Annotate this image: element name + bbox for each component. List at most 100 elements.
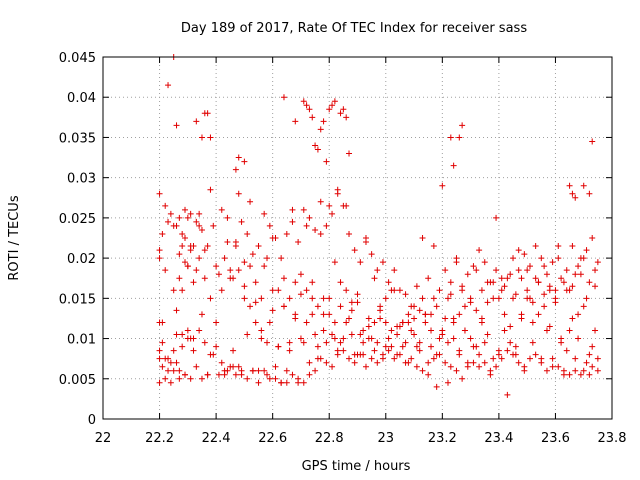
data-points — [156, 54, 601, 398]
data-point — [555, 363, 562, 370]
data-point — [560, 279, 567, 286]
data-point — [532, 275, 539, 282]
data-point — [476, 247, 483, 254]
data-point — [374, 267, 381, 274]
data-point — [323, 222, 330, 229]
data-point — [300, 379, 307, 386]
data-point — [306, 371, 313, 378]
data-point — [283, 230, 290, 237]
data-point — [569, 243, 576, 250]
data-point — [264, 255, 271, 262]
y-tick-label: 0 — [88, 413, 96, 428]
data-point — [425, 371, 432, 378]
data-point — [351, 359, 358, 366]
data-point — [405, 311, 412, 318]
data-point — [422, 319, 429, 326]
data-point — [303, 222, 310, 229]
data-point — [348, 299, 355, 306]
data-point — [261, 263, 268, 270]
data-point — [444, 295, 451, 302]
y-tick-label: 0.04 — [67, 91, 96, 106]
data-point — [377, 303, 384, 310]
data-point — [518, 275, 525, 282]
data-point — [283, 367, 290, 374]
data-point — [569, 283, 576, 290]
data-point — [493, 363, 500, 370]
data-point — [286, 295, 293, 302]
data-point — [428, 343, 435, 350]
data-point — [529, 319, 536, 326]
data-point — [428, 327, 435, 334]
data-point — [589, 363, 596, 370]
data-point — [312, 226, 319, 233]
data-point — [329, 102, 336, 109]
data-point — [187, 247, 194, 254]
data-point — [165, 82, 172, 89]
data-point — [504, 347, 511, 354]
data-point — [459, 375, 466, 382]
data-point — [261, 210, 268, 217]
x-tick-label: 22 — [95, 431, 112, 446]
data-point — [385, 279, 392, 286]
data-point — [481, 339, 488, 346]
data-point — [159, 363, 166, 370]
data-point — [419, 367, 426, 374]
data-point — [187, 335, 194, 342]
data-point — [297, 335, 304, 342]
data-point — [447, 291, 454, 298]
data-point — [314, 303, 321, 310]
data-point — [481, 359, 488, 366]
data-point — [244, 375, 251, 382]
y-tick-label: 0.025 — [59, 212, 96, 227]
data-point — [187, 210, 194, 217]
data-point — [204, 243, 211, 250]
data-point — [275, 287, 282, 294]
data-point — [521, 251, 528, 258]
data-point — [467, 295, 474, 302]
data-point — [179, 230, 186, 237]
data-point — [447, 363, 454, 370]
data-point — [314, 343, 321, 350]
data-point — [563, 267, 570, 274]
data-point — [269, 287, 276, 294]
data-point — [207, 134, 214, 141]
data-point — [227, 267, 234, 274]
data-point — [535, 279, 542, 286]
data-point — [176, 214, 183, 221]
y-tick-label: 0.045 — [59, 51, 96, 66]
data-point — [156, 247, 163, 254]
data-point — [461, 327, 468, 334]
data-point — [589, 138, 596, 145]
data-point — [543, 367, 550, 374]
data-point — [402, 359, 409, 366]
x-tick-label: 23.6 — [541, 431, 570, 446]
data-point — [204, 110, 211, 117]
data-point — [538, 359, 545, 366]
data-point — [224, 214, 231, 221]
data-point — [495, 295, 502, 302]
data-point — [439, 327, 446, 334]
data-point — [182, 206, 189, 213]
data-point — [213, 319, 220, 326]
data-point — [558, 335, 565, 342]
data-point — [343, 114, 350, 121]
data-point — [532, 243, 539, 250]
data-point — [249, 367, 256, 374]
data-point — [187, 375, 194, 382]
data-point — [442, 359, 449, 366]
data-point — [156, 347, 163, 354]
chart-title: Day 189 of 2017, Rate Of TEC Index for r… — [181, 21, 527, 36]
data-point — [184, 214, 191, 221]
data-point — [295, 375, 302, 382]
data-point — [408, 303, 415, 310]
data-point — [501, 311, 508, 318]
data-point — [490, 355, 497, 362]
data-point — [320, 311, 327, 318]
data-point — [272, 375, 279, 382]
data-point — [340, 106, 347, 113]
data-point — [196, 222, 203, 229]
data-point — [473, 307, 480, 314]
data-point — [182, 259, 189, 266]
data-point — [317, 230, 324, 237]
